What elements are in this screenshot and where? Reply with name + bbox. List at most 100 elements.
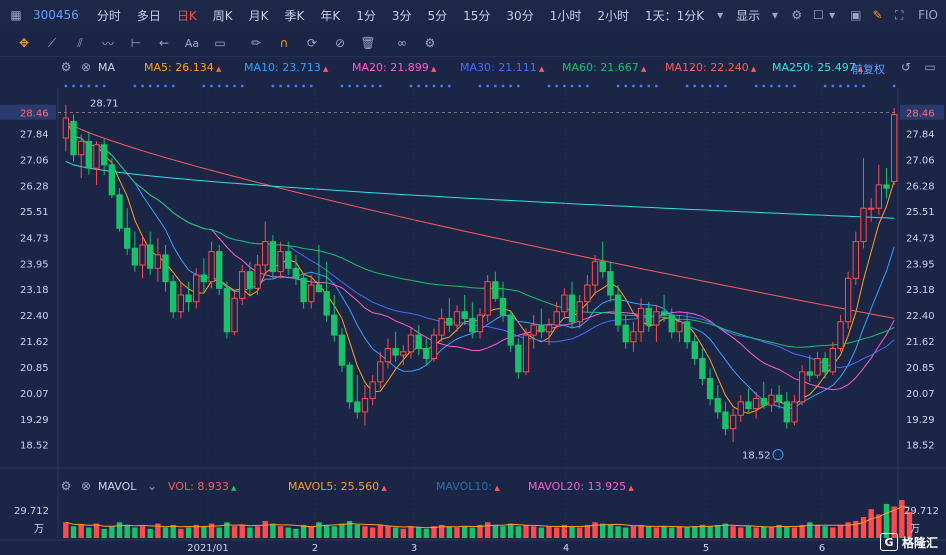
tab-timeframe[interactable]: 季K — [284, 8, 305, 23]
hide-icon[interactable]: ⊘ — [334, 36, 346, 50]
tab-timeframe[interactable]: 多日 — [136, 8, 161, 23]
display-menu[interactable]: 显示 — [736, 8, 761, 23]
channel-tool-icon[interactable]: ⫽ — [77, 35, 83, 50]
link-icon[interactable]: ∞ — [397, 36, 407, 50]
chevron-down-icon[interactable]: ▾ — [771, 8, 778, 22]
vol-label: VOL: 8.933 ▲ — [168, 480, 237, 493]
trend-arrow-icon: ▲ — [626, 484, 634, 492]
tab-timeframe[interactable]: 30分 — [506, 8, 534, 23]
ma250-label: MA250: 25.497 ▲ — [772, 61, 864, 74]
sync-icon[interactable]: ⟳ — [306, 36, 318, 50]
candle-body — [346, 364, 353, 403]
ma-legend: ⚙ ⊗ MA MA5: 26.134 ▲ MA10: 23.713 ▲ MA20… — [0, 57, 946, 77]
signal-dot — [708, 84, 712, 88]
close-icon[interactable]: ⊗ — [80, 60, 92, 74]
candle-body — [660, 311, 668, 316]
trend-arrow-icon: ▲ — [855, 65, 864, 73]
candle-body — [116, 194, 123, 229]
tab-timeframe[interactable]: 月K — [248, 8, 269, 23]
undo-icon[interactable]: ↺ — [900, 60, 912, 74]
volume-bar — [791, 527, 798, 538]
settings-icon[interactable]: ⚙ — [791, 8, 803, 22]
candle-body — [614, 294, 622, 326]
arrow-tool-icon[interactable]: ← — [158, 36, 170, 50]
tab-timeframe[interactable]: 1小时 — [549, 8, 582, 23]
y-tick-label-left: 21.62 — [20, 337, 49, 348]
signal-dot — [363, 84, 367, 88]
candle-body — [300, 277, 307, 303]
volume-bar — [699, 524, 706, 538]
signal-dot — [217, 84, 221, 88]
brush-icon[interactable]: ✎ — [872, 8, 883, 22]
volume-bar — [231, 526, 238, 538]
tab-timeframe[interactable]: 年K — [320, 8, 341, 23]
tab-timeframe[interactable]: 日K — [176, 8, 197, 23]
tab-timeframe[interactable]: 2小时 — [597, 8, 629, 23]
wave-tool-icon[interactable]: 〰 — [101, 36, 114, 51]
candle-body — [223, 287, 231, 333]
tab-timeframe[interactable]: 1天：1分K — [644, 8, 705, 23]
volume-bar — [692, 526, 698, 538]
candle-body — [430, 334, 438, 359]
candle-body — [147, 244, 154, 269]
pencil-icon[interactable]: ✏ — [250, 36, 262, 50]
chevron-down-icon[interactable]: ⌄ — [146, 479, 158, 493]
ma-indicator-name[interactable]: MA — [98, 61, 116, 74]
magnet-icon[interactable]: ∩ — [279, 36, 289, 50]
candle-body — [875, 184, 883, 209]
candle-body — [622, 324, 629, 343]
tab-timeframe[interactable]: 1分 — [356, 8, 376, 23]
checkbox-icon[interactable]: ☐ — [813, 8, 824, 22]
range-tool-icon[interactable]: ⊢ — [130, 36, 142, 50]
settings-icon[interactable]: ⚙ — [60, 60, 72, 74]
tab-timeframe[interactable]: 5分 — [427, 8, 448, 23]
candle-body — [124, 227, 131, 249]
signal-dot — [570, 84, 574, 88]
signal-dot — [724, 84, 727, 88]
volume-bar — [285, 527, 291, 538]
fio-label[interactable]: FIO — [918, 8, 938, 22]
ma250-line — [65, 160, 895, 219]
minimize-icon[interactable]: ▭ — [924, 60, 936, 74]
volume-bar — [469, 527, 476, 538]
crosshair-icon[interactable]: ✥ — [18, 36, 30, 50]
settings-icon[interactable]: ⚙ — [60, 479, 72, 493]
tab-timeframe[interactable]: 3分 — [391, 8, 412, 23]
tab-timeframe[interactable]: 分时 — [96, 8, 121, 23]
picture-icon[interactable]: ▣ — [850, 8, 862, 22]
tab-timeframe[interactable]: 15分 — [463, 8, 491, 23]
fullscreen-icon[interactable]: ⛶ — [895, 7, 904, 22]
volume-bar — [569, 526, 575, 538]
tab-timeframe[interactable]: 周K — [212, 8, 233, 23]
volume-bar — [814, 524, 821, 538]
close-icon[interactable]: ⊗ — [80, 479, 92, 493]
stock-symbol[interactable]: 300456 — [33, 8, 79, 22]
signal-dot — [171, 84, 175, 88]
grid-menu-icon[interactable]: ▦ — [10, 8, 22, 22]
candle-body — [476, 314, 484, 333]
candle-body — [208, 251, 215, 283]
mavol-indicator-name[interactable]: MAVOL — [98, 480, 137, 493]
mavol-legend: ⚙ ⊗ MAVOL ⌄ VOL: 8.933 ▲ MAVOL5: 25.560 … — [0, 476, 946, 496]
volume-bar — [507, 523, 514, 538]
note-tool-icon[interactable]: ▭ — [214, 36, 226, 50]
volume-bar — [101, 528, 107, 538]
signal-dot — [225, 84, 229, 88]
line-tool-icon[interactable]: ⟋ — [47, 35, 57, 50]
current-price-label: 28.46 — [20, 109, 49, 120]
settings-icon[interactable]: ⚙ — [424, 36, 436, 50]
signal-dot — [685, 84, 689, 88]
volume-bar — [845, 522, 851, 538]
volume-bar — [369, 527, 376, 538]
adjust-mode-button[interactable]: 前复权 — [852, 63, 885, 76]
signal-dot — [240, 84, 244, 88]
chevron-down-icon[interactable]: ▾ — [829, 8, 836, 22]
trash-icon[interactable]: 🗑 — [360, 36, 376, 50]
volume-bar — [362, 526, 368, 538]
text-tool-icon[interactable]: Aa — [184, 36, 200, 50]
chevron-down-icon[interactable]: ▾ — [717, 8, 724, 22]
candle-body — [131, 247, 139, 266]
price-panel-bg — [58, 88, 898, 466]
signal-dot — [501, 84, 505, 88]
